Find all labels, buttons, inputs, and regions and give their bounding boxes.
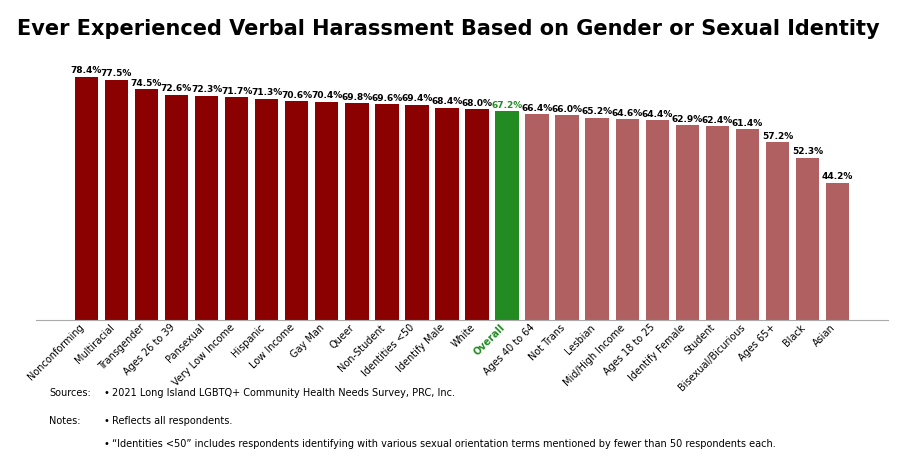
Text: 78.4%: 78.4%	[71, 66, 102, 76]
Text: 62.4%: 62.4%	[701, 116, 733, 125]
Bar	[255, 99, 278, 320]
Text: 77.5%: 77.5%	[100, 69, 132, 78]
Text: 69.4%: 69.4%	[401, 94, 432, 103]
Text: 57.2%: 57.2%	[762, 132, 793, 141]
Text: •: •	[103, 388, 109, 398]
Text: 70.6%: 70.6%	[281, 91, 312, 100]
Text: Sources:: Sources:	[49, 388, 91, 398]
Text: 68.4%: 68.4%	[431, 97, 463, 107]
Bar	[105, 79, 128, 320]
Text: 67.2%: 67.2%	[492, 101, 523, 110]
Bar	[586, 118, 609, 320]
Text: 61.4%: 61.4%	[732, 119, 763, 128]
Bar	[826, 183, 849, 320]
Bar	[495, 111, 518, 320]
Text: 68.0%: 68.0%	[461, 99, 492, 108]
Text: Reflects all respondents.: Reflects all respondents.	[112, 416, 232, 426]
Bar	[435, 108, 458, 320]
Bar	[615, 119, 639, 320]
Bar	[796, 157, 819, 320]
Text: 74.5%: 74.5%	[131, 78, 162, 87]
Text: 44.2%: 44.2%	[822, 172, 853, 181]
Text: 71.3%: 71.3%	[251, 88, 283, 97]
Text: 69.6%: 69.6%	[371, 94, 403, 103]
Bar	[405, 105, 429, 320]
Text: 65.2%: 65.2%	[581, 107, 613, 117]
Text: “Identities <50” includes respondents identifying with various sexual orientatio: “Identities <50” includes respondents id…	[112, 439, 776, 449]
Bar	[766, 142, 789, 320]
Bar	[675, 125, 699, 320]
Text: 72.6%: 72.6%	[161, 85, 192, 94]
Bar	[375, 104, 398, 320]
Bar	[646, 120, 669, 320]
Text: 66.4%: 66.4%	[521, 104, 553, 113]
Text: 69.8%: 69.8%	[341, 93, 372, 102]
Bar	[285, 101, 309, 320]
Text: 71.7%: 71.7%	[221, 87, 252, 96]
Text: Notes:: Notes:	[49, 416, 81, 426]
Bar	[315, 102, 338, 320]
Text: 64.6%: 64.6%	[612, 109, 643, 118]
Bar	[345, 103, 369, 320]
Text: Ever Experienced Verbal Harassment Based on Gender or Sexual Identity: Ever Experienced Verbal Harassment Based…	[17, 19, 880, 39]
Text: 66.0%: 66.0%	[552, 105, 583, 114]
Bar	[736, 129, 759, 320]
Bar	[165, 95, 188, 320]
Text: 52.3%: 52.3%	[792, 148, 823, 157]
Bar	[526, 114, 549, 320]
Text: 70.4%: 70.4%	[311, 91, 343, 100]
Bar	[466, 109, 489, 320]
Text: •: •	[103, 416, 109, 426]
Text: 64.4%: 64.4%	[641, 110, 673, 119]
Text: •: •	[103, 439, 109, 449]
Bar	[225, 97, 248, 320]
Text: 62.9%: 62.9%	[672, 115, 703, 124]
Bar	[706, 126, 729, 320]
Bar	[74, 77, 98, 320]
Bar	[195, 95, 218, 320]
Text: 72.3%: 72.3%	[191, 86, 222, 94]
Text: 2021 Long Island LGBTQ+ Community Health Needs Survey, PRC, Inc.: 2021 Long Island LGBTQ+ Community Health…	[112, 388, 455, 398]
Bar	[555, 115, 579, 320]
Bar	[135, 89, 158, 320]
